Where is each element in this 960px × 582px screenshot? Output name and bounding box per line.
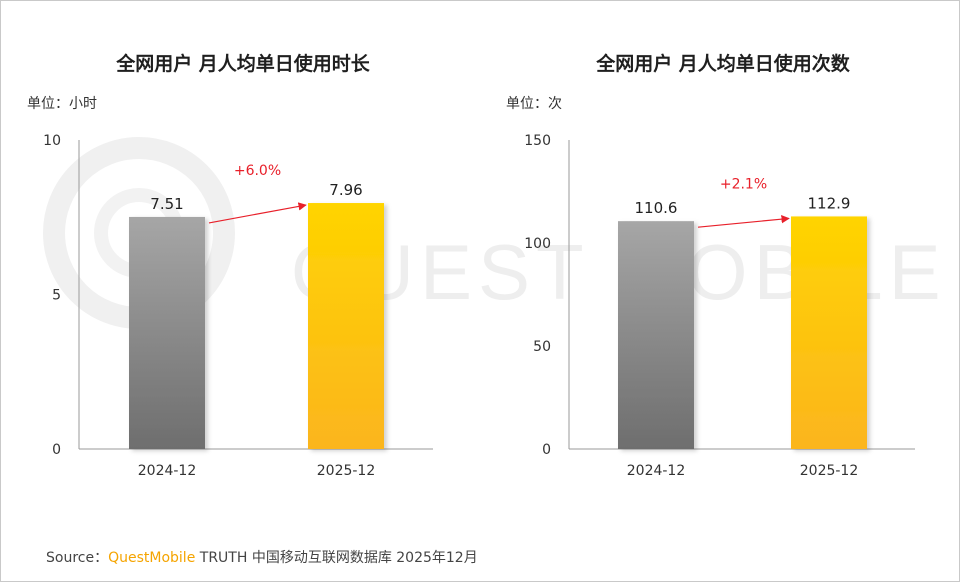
category-label: 2024-12 xyxy=(627,463,686,479)
data-label: 112.9 xyxy=(808,194,851,212)
growth-arrow xyxy=(208,202,307,224)
category-label: 2024-12 xyxy=(138,463,197,479)
growth-label: +6.0% xyxy=(234,163,281,179)
source-brand: QuestMobile xyxy=(108,550,196,566)
bar-2024-12 xyxy=(129,216,205,449)
data-label: 110.6 xyxy=(635,199,678,217)
category-label: 2025-12 xyxy=(317,463,376,479)
bar-2024-12 xyxy=(618,221,694,449)
bar-2025-12 xyxy=(791,216,867,449)
data-label: 7.96 xyxy=(329,181,362,199)
y-tick-label: 100 xyxy=(524,236,551,252)
data-label: 7.51 xyxy=(150,195,183,213)
unit-label: 单位：小时 xyxy=(27,96,97,112)
growth-arrow xyxy=(697,214,790,228)
unit-label: 单位：次 xyxy=(506,96,562,112)
chart-title: 全网用户 月人均单日使用次数 xyxy=(595,52,851,75)
y-tick-label: 0 xyxy=(542,442,551,458)
y-tick-label: 150 xyxy=(524,133,551,149)
chart-title: 全网用户 月人均单日使用时长 xyxy=(115,52,371,75)
growth-label: +2.1% xyxy=(720,176,767,192)
y-tick-label: 50 xyxy=(533,339,551,355)
y-tick-label: 0 xyxy=(52,442,61,458)
source-note: Source：QuestMobile TRUTH 中国移动互联网数据库 2025… xyxy=(46,547,478,567)
bar-2025-12 xyxy=(308,203,384,449)
source-rest: TRUTH 中国移动互联网数据库 2025年12月 xyxy=(195,550,478,566)
y-tick-label: 5 xyxy=(52,288,61,304)
source-prefix: Source： xyxy=(46,550,109,566)
category-label: 2025-12 xyxy=(800,463,859,479)
y-tick-label: 10 xyxy=(43,133,61,149)
